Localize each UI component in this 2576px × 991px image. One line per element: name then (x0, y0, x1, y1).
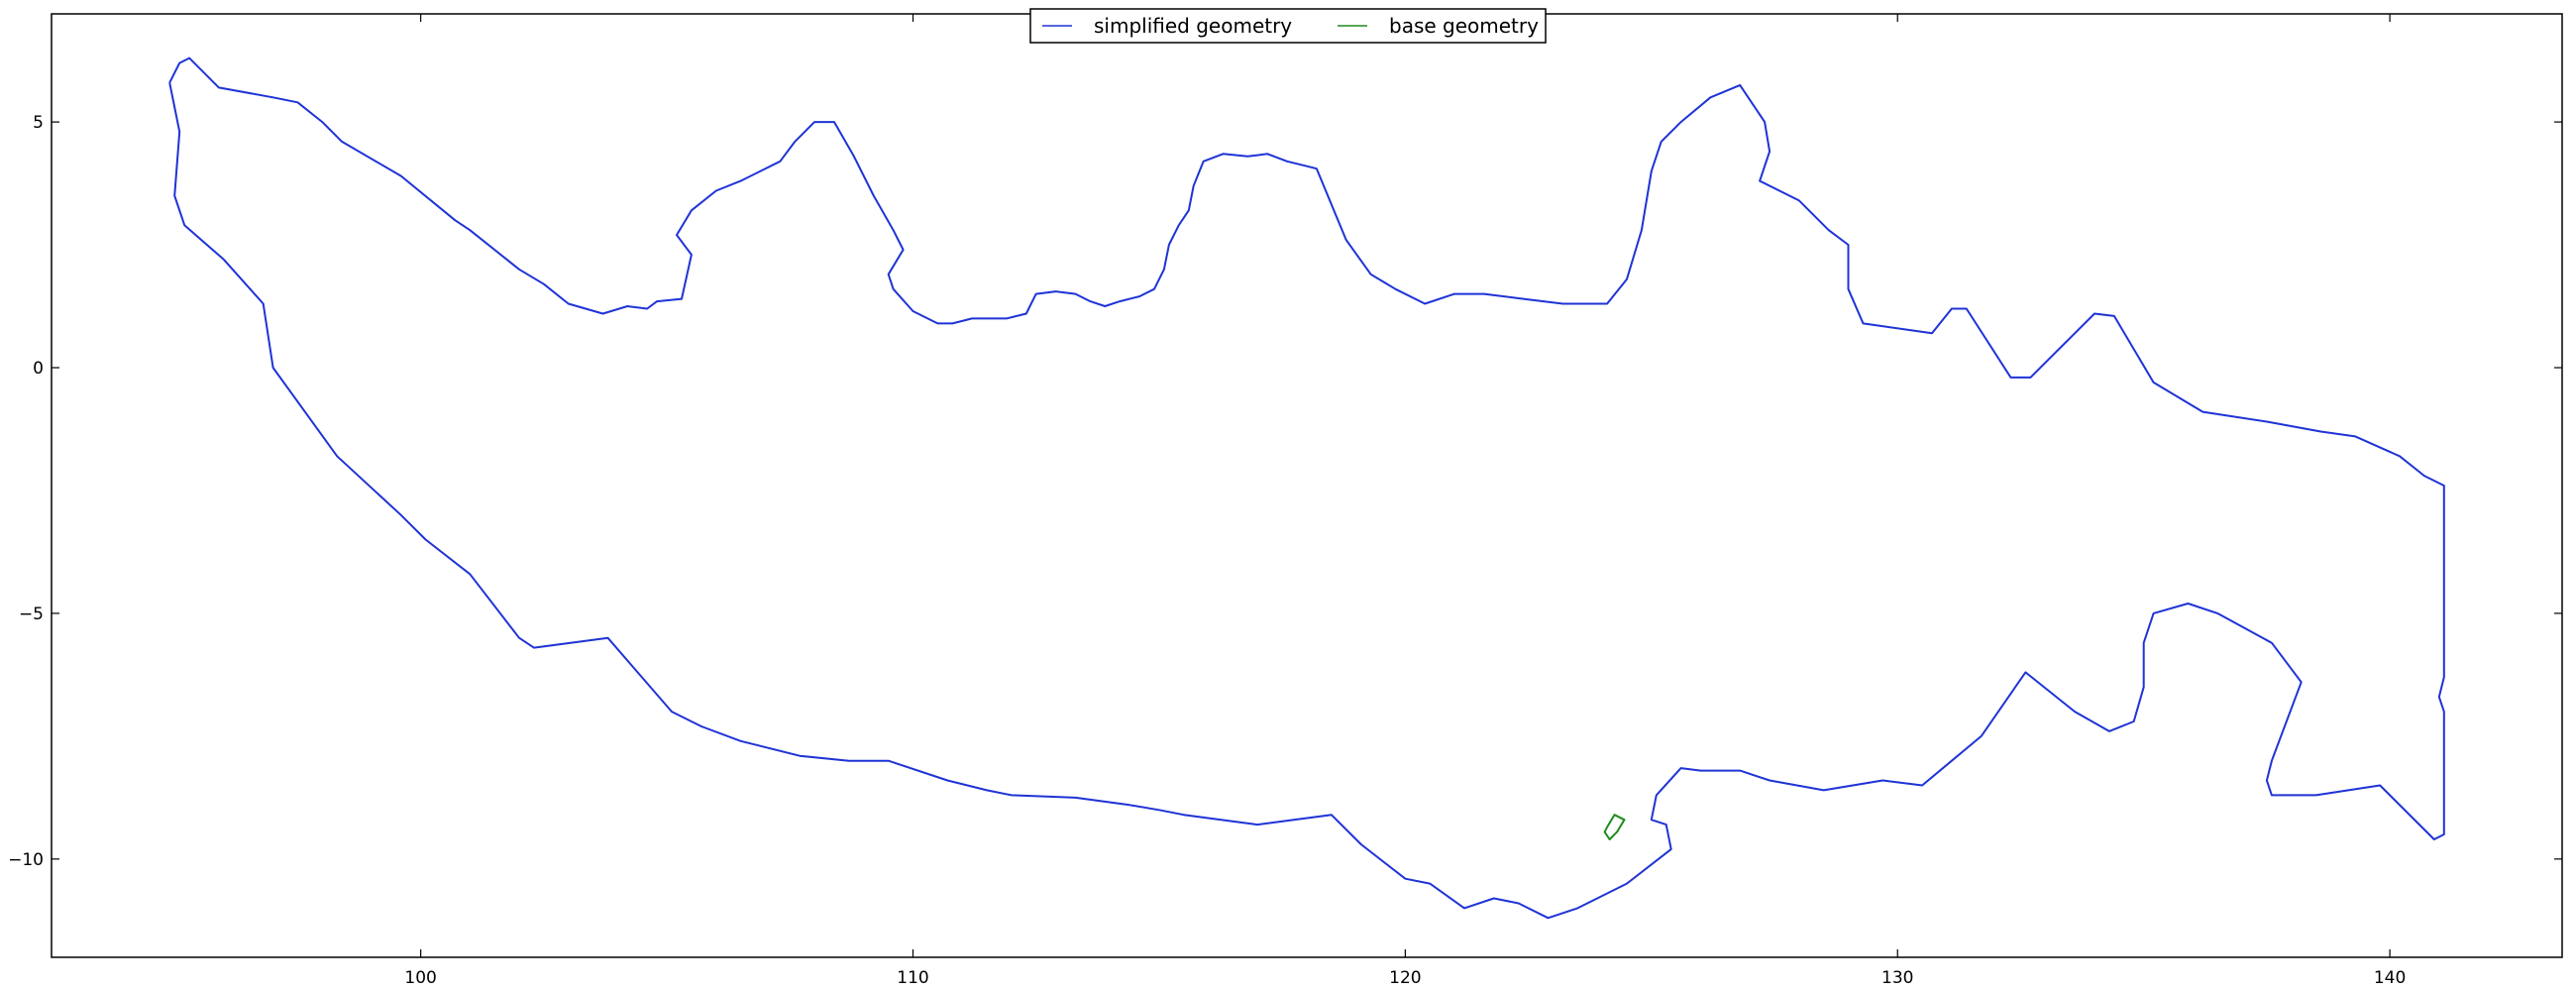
y-tick-label: 0 (33, 359, 44, 379)
y-tick-label: −10 (8, 850, 44, 870)
y-tick-label: −5 (19, 605, 44, 624)
axis-ticks (52, 14, 2562, 957)
y-tick-label: 5 (33, 113, 44, 133)
legend-box (1029, 8, 1547, 44)
series-line-simplified-geometry (168, 56, 2445, 920)
legend: simplified geometry base geometry (1029, 8, 1547, 44)
axes-frame (51, 13, 2563, 958)
x-tick-label: 120 (1389, 968, 1421, 988)
x-tick-label: 140 (2374, 968, 2406, 988)
series-line-base-geometry (1603, 814, 1626, 840)
legend-label-simplified-geometry: simplified geometry (1094, 14, 1292, 38)
legend-label-base-geometry: base geometry (1389, 14, 1539, 38)
x-tick-label: 110 (897, 968, 928, 988)
plot-area (168, 56, 2445, 920)
x-tick-label: 130 (1881, 968, 1913, 988)
x-tick-label: 100 (404, 968, 436, 988)
tick-labels: 100 110 120 130 140 5 0 −5 −10 (8, 113, 2406, 988)
